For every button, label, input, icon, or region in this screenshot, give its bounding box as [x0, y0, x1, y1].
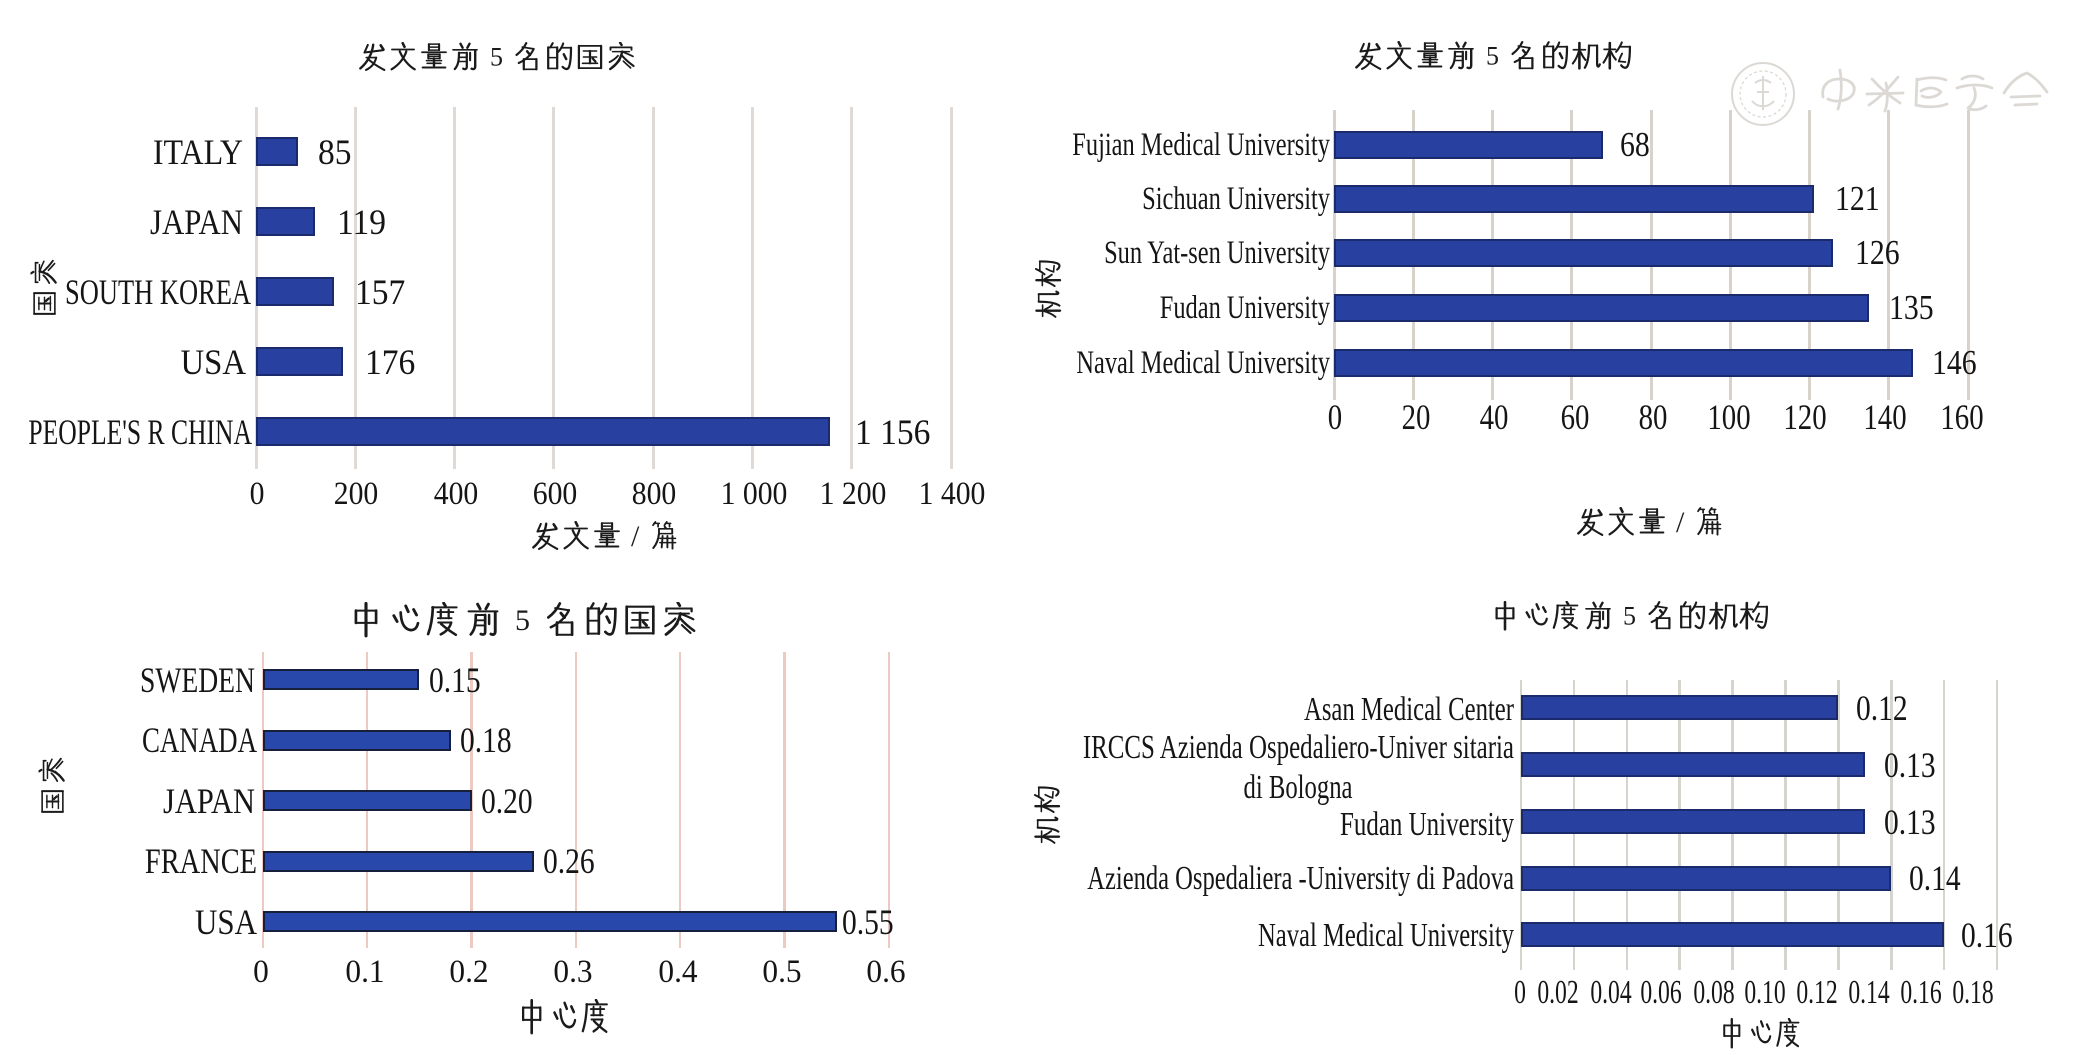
- svg-text:5: 5: [515, 603, 530, 636]
- svg-text:/: /: [1676, 506, 1685, 539]
- svg-text:5: 5: [1623, 602, 1636, 631]
- svg-text:/: /: [631, 520, 640, 553]
- svg-text:5: 5: [490, 43, 503, 72]
- svg-text:5: 5: [1486, 42, 1499, 71]
